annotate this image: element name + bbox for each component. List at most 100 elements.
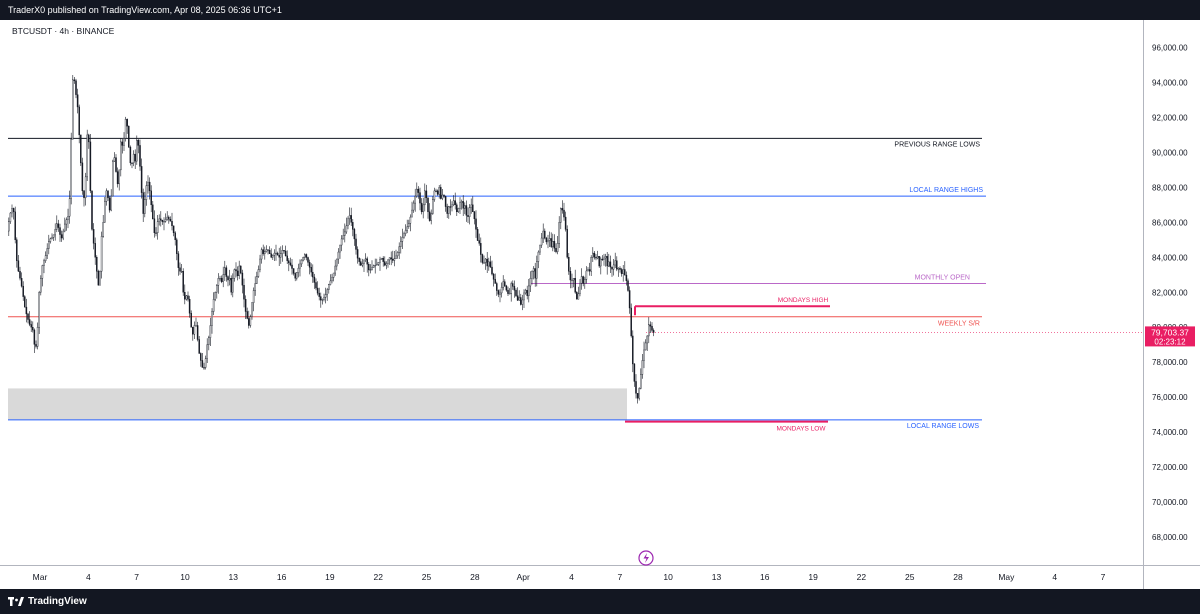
candle-body [246,311,248,319]
candle-body [177,253,180,268]
candle-body [76,94,79,108]
previous-range-lows-label: PREVIOUS RANGE LOWS [894,141,980,148]
candle-body [249,316,252,326]
candle-body [262,249,264,254]
candle-body [89,141,92,192]
candle-body [192,327,194,335]
candle-body [632,335,634,365]
candle-body [568,257,570,272]
candle-body [219,278,221,280]
candle-body [164,218,167,222]
candle-body [107,190,109,199]
candle-body [382,257,384,262]
x-tick-label: 4 [86,572,91,582]
candle-body [49,238,52,242]
candle-body [150,190,152,206]
candle-body [627,280,629,291]
candle-body [67,216,69,220]
candle-body [195,325,197,327]
candle-body [115,157,117,172]
candle-body [304,254,306,258]
x-tick-label: 7 [134,572,139,582]
current-price-tag [1145,326,1195,347]
candle-body [22,285,24,297]
demand-zone [8,388,627,420]
candle-body [140,166,143,193]
candle-body [204,358,207,368]
candle-body [275,252,277,255]
candle-body [100,236,103,272]
candle-body [184,292,186,300]
candle-body [518,297,520,301]
candle-body [169,218,172,222]
candle-body [606,256,608,267]
candle-body [86,134,88,178]
candle-body [198,339,200,354]
candle-body [289,262,292,266]
candle-body [225,267,228,277]
candle-body [409,216,412,224]
candle-body [636,393,639,399]
candle-body [12,208,15,213]
candle-body [521,299,524,305]
candle-body [288,260,290,264]
candle-body [376,264,378,266]
candle-body [387,259,389,264]
candle-body [478,240,480,244]
candle-body [550,238,552,247]
candle-body [358,257,360,262]
candle-body [315,282,317,289]
y-tick-label: 82,000.00 [1152,288,1188,297]
candle-body [481,254,484,263]
x-tick-label: 16 [760,572,770,582]
symbol-label: BTCUSDT · 4h · BINANCE [12,26,115,36]
candle-body [310,267,312,273]
candle-body [224,267,226,275]
candle-body [185,295,188,300]
candle-body [561,208,564,211]
candle-body [424,190,426,206]
candle-body [97,271,100,286]
candle-body [316,287,319,294]
candle-body [92,229,95,244]
candle-body [172,225,175,234]
candle-body [252,290,255,303]
x-tick-label: 28 [953,572,963,582]
candle-body [532,268,535,272]
candle-body [212,299,215,312]
candle-body [640,374,642,389]
y-tick-label: 74,000.00 [1152,428,1188,437]
price-chart[interactable]: PREVIOUS RANGE LOWS LOCAL RANGE HIGHS MONT… [0,20,1200,589]
candle-body [272,254,274,258]
candle-body [243,285,245,300]
x-tick-label: 28 [470,572,480,582]
candle-body [408,222,410,227]
brand[interactable]: TradingView [8,589,87,614]
candle-body [504,281,506,287]
zone-layer [8,388,627,420]
candle-body [19,271,21,279]
candle-body [416,188,418,197]
x-tick-label: May [998,572,1015,582]
candle-body [73,79,76,81]
candle-body [401,236,404,242]
x-tick-label: 22 [857,572,867,582]
candle-body [531,271,533,279]
candle-body [556,243,559,252]
candle-body [144,199,146,214]
candle-body [148,181,151,192]
candle-body [590,257,592,272]
candle-body [259,258,261,270]
x-tick-label: 13 [712,572,722,582]
candle-body [296,272,298,279]
candle-body [441,194,444,199]
snapshot-icon[interactable] [638,550,654,566]
candle-body [641,360,644,375]
candle-body [572,278,575,281]
candle-body [446,206,448,214]
candle-body [377,261,380,265]
candle-body [542,230,544,239]
candle-body [571,279,573,282]
candle-body [292,268,295,274]
candle-body [16,239,18,261]
